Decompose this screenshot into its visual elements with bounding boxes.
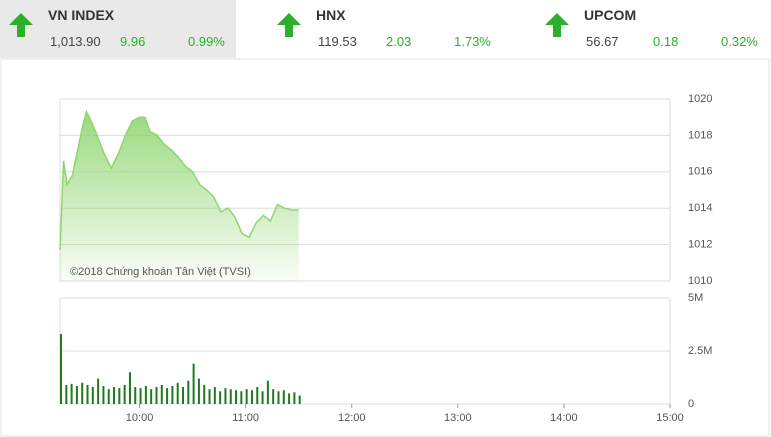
bar <box>128 372 131 404</box>
bar <box>250 390 253 404</box>
y-tick-label: 1018 <box>688 129 712 141</box>
bar <box>187 380 190 404</box>
bar <box>208 389 211 404</box>
bar <box>219 391 222 404</box>
y-tick-label: 1014 <box>688 202 712 214</box>
up-arrow <box>277 13 301 37</box>
y-tick-label: 2.5M <box>688 345 712 357</box>
bar <box>60 334 62 404</box>
index-value: 56.67 <box>586 34 619 49</box>
bar <box>97 378 100 404</box>
bar <box>272 389 275 404</box>
bar <box>107 389 110 404</box>
bar <box>75 385 78 404</box>
index-percent: 1.73% <box>454 34 491 49</box>
x-tick-label: 11:00 <box>232 412 259 424</box>
bar <box>261 391 264 404</box>
index-name: HNX <box>316 7 346 23</box>
index-tab[interactable]: VN INDEX 1,013.90 9.96 0.99% <box>0 0 236 58</box>
x-tick-label: 15:00 <box>656 412 684 424</box>
bar <box>288 393 291 404</box>
bar <box>213 387 216 404</box>
bar <box>123 384 126 404</box>
index-name: UPCOM <box>584 7 637 23</box>
bar <box>171 385 174 404</box>
bar <box>282 390 285 404</box>
watermark: ©2018 Chứng khoán Tân Việt (TVSI) <box>70 266 251 278</box>
x-tick-label: 12:00 <box>338 412 366 424</box>
bar <box>293 392 296 404</box>
bar <box>266 380 269 404</box>
bar <box>240 391 243 404</box>
bar <box>182 387 184 404</box>
y-tick-label: 1020 <box>688 93 712 105</box>
bar <box>229 389 232 404</box>
bar <box>81 382 84 404</box>
index-tab[interactable]: UPCOM 56.67 0.18 0.32% <box>536 0 771 58</box>
index-name: VN INDEX <box>48 7 115 23</box>
up-arrow <box>545 13 569 37</box>
bar <box>65 384 68 404</box>
y-tick-label: 0 <box>688 398 694 410</box>
panel <box>0 58 770 437</box>
bar <box>203 384 206 404</box>
bar <box>118 388 121 404</box>
bar <box>134 387 137 404</box>
y-tick-label: 1016 <box>688 166 712 178</box>
index-change: 0.18 <box>653 34 679 49</box>
x-tick-label: 14:00 <box>550 412 578 424</box>
index-change: 2.03 <box>386 34 412 49</box>
bar <box>91 387 94 404</box>
index-value: 1,013.90 <box>50 34 101 49</box>
bar <box>70 383 73 404</box>
bar <box>160 384 163 404</box>
y-tick-label: 1010 <box>688 275 712 287</box>
bar <box>192 363 195 404</box>
bar <box>235 390 238 404</box>
bar <box>277 391 280 404</box>
bar <box>224 388 227 404</box>
index-value: 119.53 <box>318 34 357 49</box>
bar <box>298 395 301 404</box>
bar <box>113 387 116 404</box>
bar <box>256 387 259 404</box>
bar <box>197 378 200 404</box>
bar <box>150 389 153 404</box>
bar <box>155 387 158 404</box>
bar <box>139 388 142 404</box>
bar <box>166 388 169 404</box>
bar <box>144 385 147 404</box>
x-tick-label: 13:00 <box>444 412 472 424</box>
y-tick-label: 5M <box>688 292 703 304</box>
area <box>60 111 299 282</box>
x-tick-label: 10:00 <box>126 412 154 424</box>
bar <box>102 385 105 404</box>
bar <box>245 389 248 404</box>
index-percent: 0.32% <box>721 34 758 49</box>
line <box>59 109 299 251</box>
bar <box>176 382 179 404</box>
up-arrow <box>9 13 33 37</box>
index-change: 9.96 <box>120 34 146 49</box>
bar <box>86 384 89 404</box>
index-percent: 0.99% <box>188 34 225 49</box>
index-tab[interactable]: HNX 119.53 2.03 1.73% <box>268 0 504 58</box>
y-tick-label: 1012 <box>688 239 712 251</box>
